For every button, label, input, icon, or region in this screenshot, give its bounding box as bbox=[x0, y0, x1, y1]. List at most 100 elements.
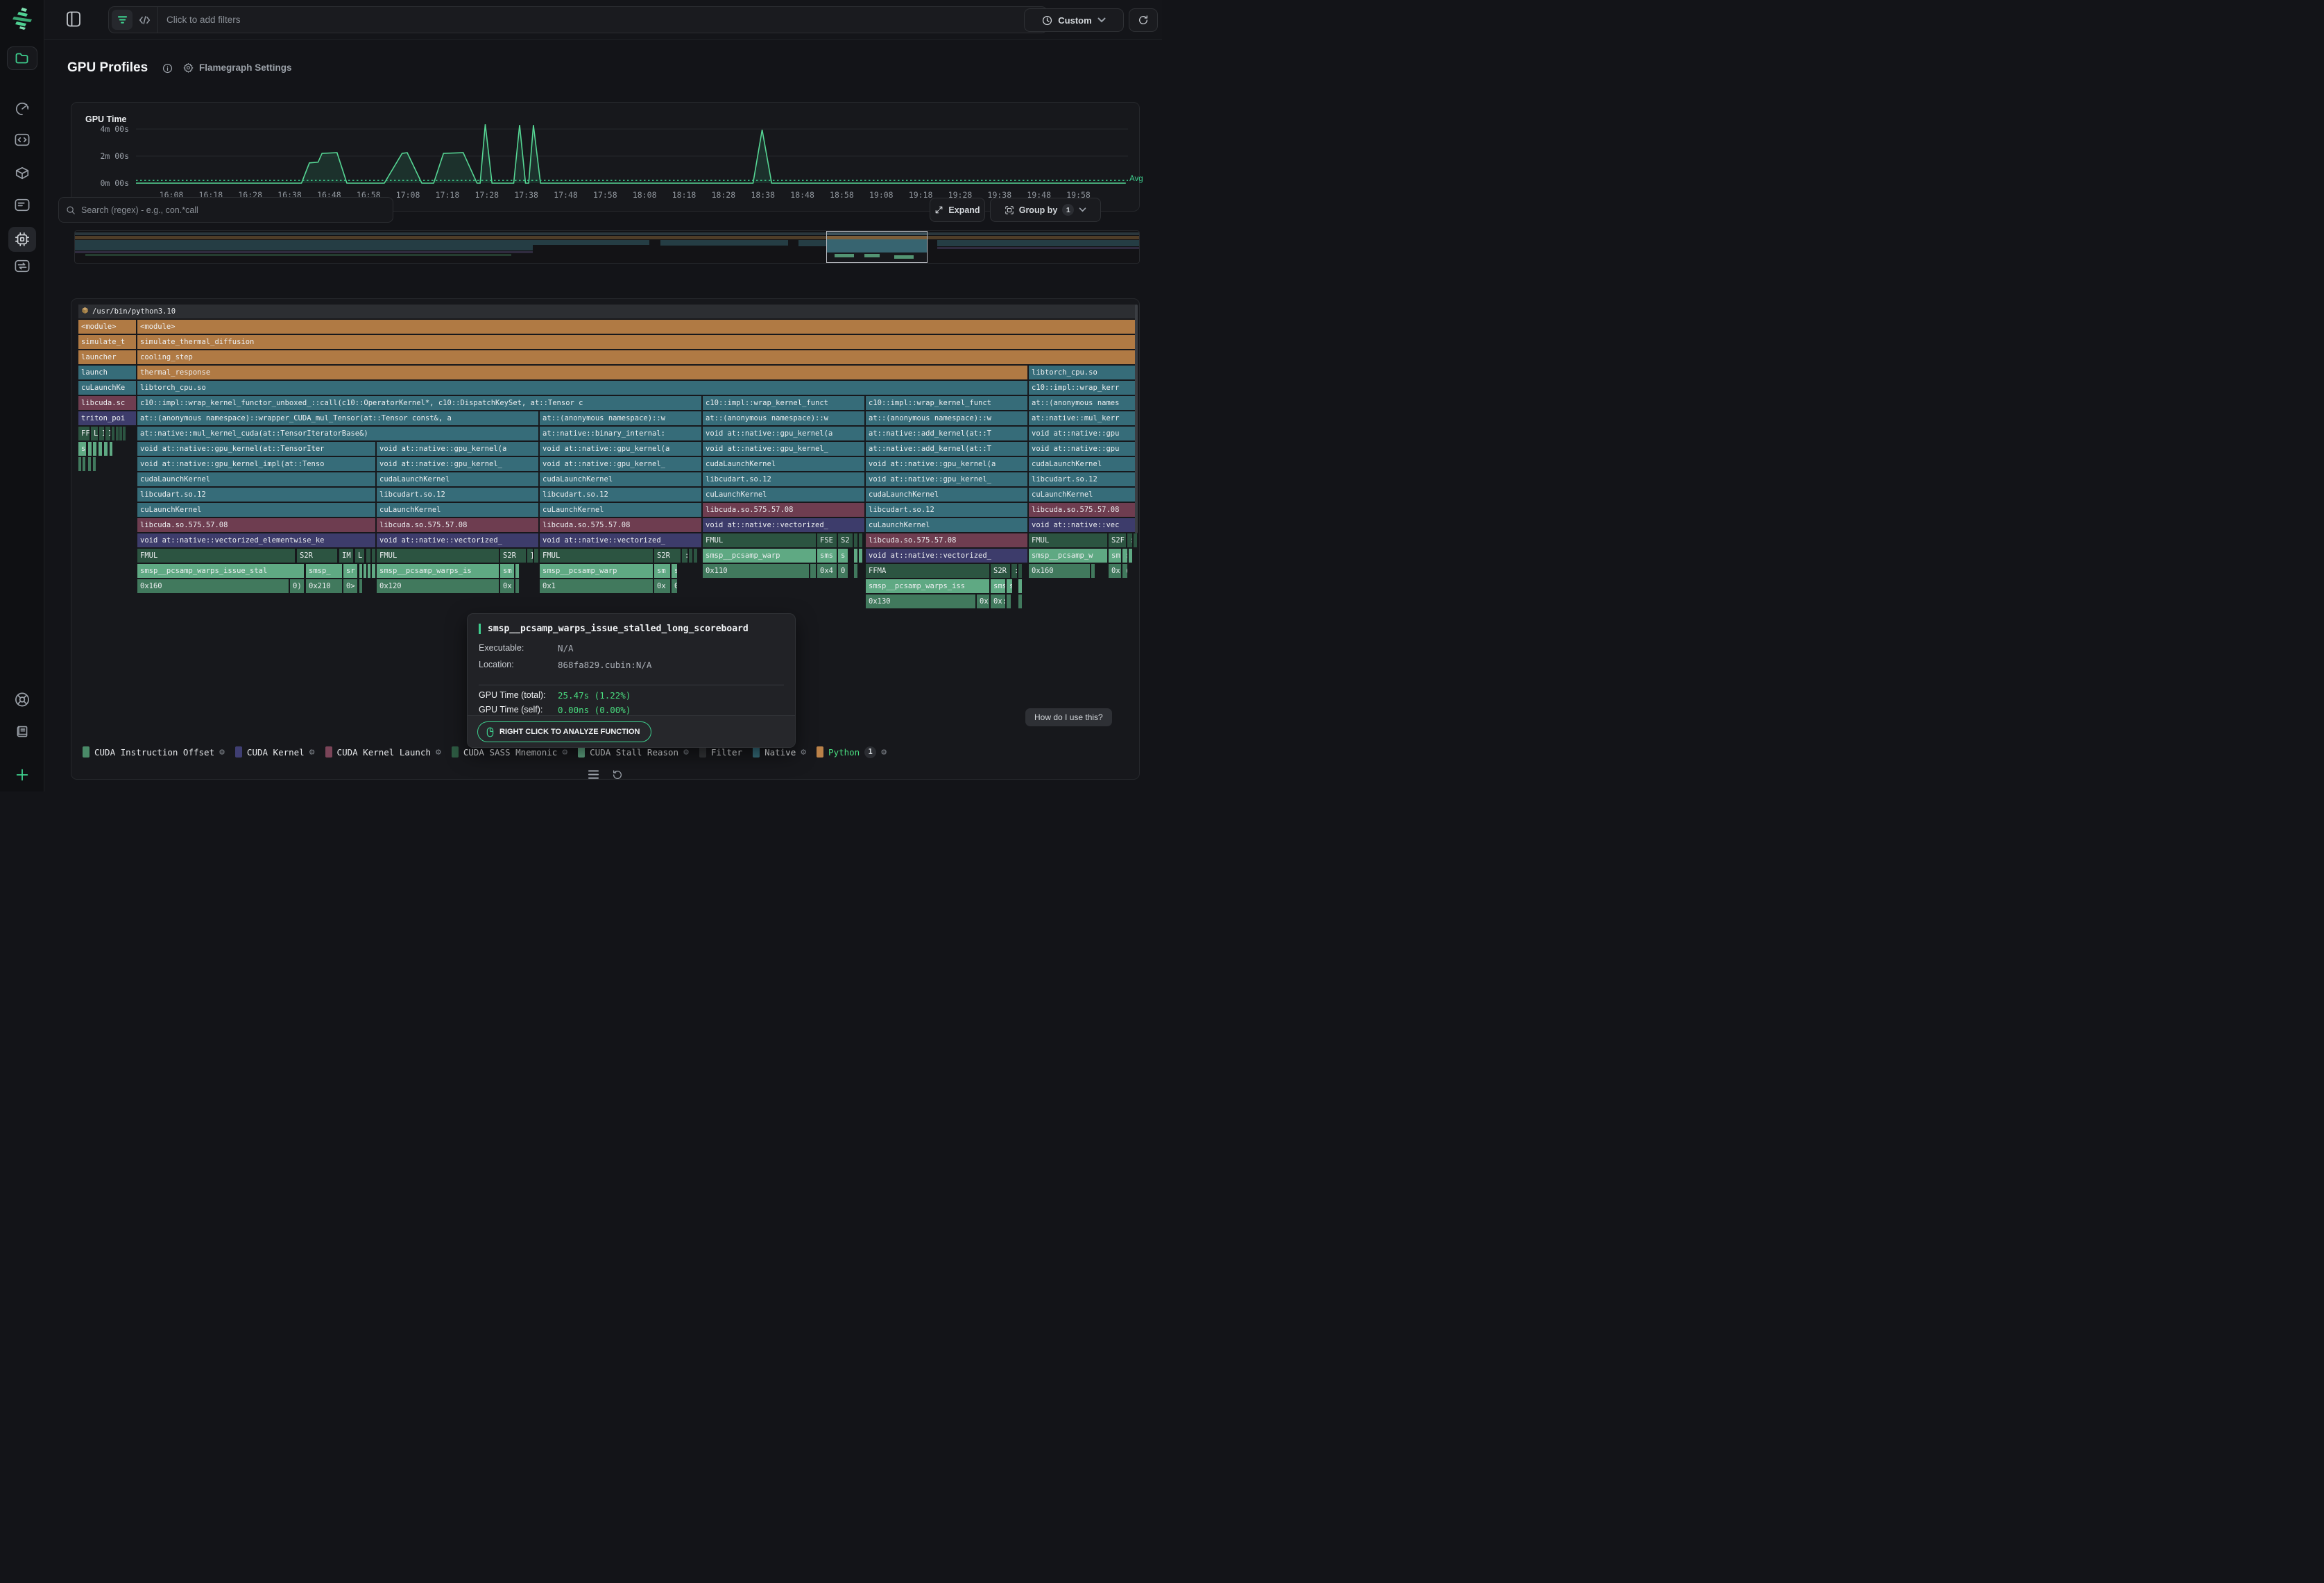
flame-cell[interactable]: IM bbox=[339, 549, 353, 563]
sidebar-item-help[interactable] bbox=[14, 692, 30, 708]
flame-cell[interactable]: libcuda.so.575.57.08 bbox=[866, 533, 1027, 547]
legend-item[interactable]: CUDA Kernel⚙ bbox=[235, 746, 315, 758]
flame-cell[interactable]: FMUL bbox=[377, 549, 499, 563]
legend-gear-icon[interactable]: ⚙ bbox=[683, 747, 689, 758]
expand-button[interactable]: Expand bbox=[930, 198, 985, 222]
flame-cell[interactable]: sm bbox=[500, 564, 514, 578]
flame-cell[interactable] bbox=[694, 549, 697, 563]
flame-cell[interactable]: smsp__pcsamp_warps_is bbox=[377, 564, 499, 578]
flame-cell[interactable]: 0x4 bbox=[817, 564, 837, 578]
flame-cell[interactable]: smsp__pcsamp_warp bbox=[703, 549, 816, 563]
flame-cell[interactable] bbox=[123, 427, 126, 440]
flame-cell[interactable]: L bbox=[91, 427, 98, 440]
flame-cell[interactable]: thermal_response bbox=[137, 366, 1027, 379]
flame-cell[interactable]: libcuda.sc bbox=[78, 396, 136, 410]
flame-cell[interactable]: libcuda.so.575.57.08 bbox=[540, 518, 701, 532]
flame-cell[interactable]: smsp__pcsamp_w bbox=[1029, 549, 1107, 563]
flame-cell[interactable]: libcuda.so.575.57.08 bbox=[377, 518, 538, 532]
legend-item[interactable]: CUDA Kernel Launch⚙ bbox=[325, 746, 441, 758]
flame-cell[interactable]: FSE bbox=[817, 533, 837, 547]
flame-cell[interactable]: S2R bbox=[991, 564, 1010, 578]
flame-cell[interactable]: at::native::mul_kerr bbox=[1029, 411, 1137, 425]
flame-cell[interactable]: cooling_step bbox=[137, 350, 1137, 364]
flame-cell[interactable] bbox=[810, 564, 816, 578]
flame-cell[interactable]: libcudart.so.12 bbox=[377, 488, 538, 502]
flame-cell[interactable] bbox=[83, 457, 85, 471]
flame-cell[interactable]: void at::native::gpu bbox=[1029, 427, 1137, 440]
flame-root-frame[interactable]: /usr/bin/python3.10 bbox=[78, 305, 1137, 318]
flame-cell[interactable] bbox=[859, 533, 862, 547]
groupby-button[interactable]: Group by 1 bbox=[990, 198, 1101, 222]
flame-cell[interactable]: libcudart.so.12 bbox=[137, 488, 375, 502]
flame-cell[interactable] bbox=[78, 457, 81, 471]
flame-cell[interactable]: sms bbox=[991, 579, 1005, 593]
flame-cell[interactable]: void at::native::vectorized_elementwise_… bbox=[137, 533, 375, 547]
flame-cell[interactable]: libcudart.so.12 bbox=[1029, 472, 1137, 486]
app-logo-icon[interactable] bbox=[10, 6, 34, 31]
flame-cell[interactable]: FF bbox=[78, 427, 89, 440]
flame-cell[interactable]: simulate_thermal_diffusion bbox=[137, 335, 1137, 349]
flame-cell[interactable]: at::native::add_kernel(at::T bbox=[866, 427, 1027, 440]
howto-button[interactable]: How do I use this? bbox=[1025, 708, 1112, 726]
flame-cell[interactable] bbox=[1134, 533, 1137, 547]
flame-cell[interactable]: s bbox=[672, 564, 677, 578]
flame-cell[interactable]: sms bbox=[817, 549, 837, 563]
flame-cell[interactable]: void at::native::gpu_kernel_ bbox=[540, 457, 701, 471]
flame-cell[interactable]: FFMA bbox=[866, 564, 989, 578]
flame-cell[interactable]: cuLaunchKernel bbox=[137, 503, 375, 517]
time-range-button[interactable]: Custom bbox=[1024, 8, 1124, 32]
flame-cell[interactable]: at::(anonymous namespace)::w bbox=[703, 411, 864, 425]
flame-cell[interactable]: void at::native::gpu_kernel(a bbox=[703, 427, 864, 440]
flame-cell[interactable]: void at::native::gpu_kernel(a bbox=[866, 457, 1027, 471]
sidebar-item-traces[interactable] bbox=[15, 259, 30, 273]
flame-cell[interactable]: c10::impl::wrap_kernel_funct bbox=[866, 396, 1027, 410]
flame-cell[interactable]: void at::native::vectorized_ bbox=[703, 518, 864, 532]
flame-cell[interactable]: void at::native::vectorized_ bbox=[377, 533, 538, 547]
flame-cell[interactable]: c10::impl::wrap_kernel_funct bbox=[703, 396, 864, 410]
flame-cell[interactable] bbox=[110, 442, 112, 456]
flame-cell[interactable] bbox=[112, 427, 114, 440]
legend-gear-icon[interactable]: ⚙ bbox=[219, 747, 225, 758]
flame-cell[interactable]: <module> bbox=[137, 320, 1137, 334]
flame-cell[interactable]: libcuda.so.575.57.08 bbox=[703, 503, 864, 517]
flame-cell[interactable]: FMUL bbox=[540, 549, 653, 563]
legend-item[interactable]: CUDA Instruction Offset⚙ bbox=[83, 746, 225, 758]
flame-cell[interactable]: s bbox=[838, 549, 848, 563]
flame-cell[interactable]: L bbox=[355, 549, 364, 563]
flame-cell[interactable]: void at::native::gpu bbox=[1029, 442, 1137, 456]
flame-cell[interactable] bbox=[1018, 564, 1022, 578]
flame-cell[interactable] bbox=[359, 564, 362, 578]
sidebar-item-code[interactable] bbox=[15, 133, 30, 146]
flame-cell[interactable]: 0x bbox=[500, 579, 514, 593]
flame-cell[interactable] bbox=[93, 442, 96, 456]
flame-cell[interactable]: sm bbox=[654, 564, 670, 578]
flame-cell[interactable] bbox=[364, 564, 366, 578]
legend-gear-icon[interactable]: ⚙ bbox=[801, 747, 806, 758]
flame-cell[interactable] bbox=[1018, 594, 1022, 608]
flame-cell[interactable] bbox=[104, 442, 108, 456]
flame-cell[interactable]: : bbox=[1122, 549, 1127, 563]
legend-item[interactable]: Python1⚙ bbox=[817, 746, 887, 758]
flame-cell[interactable]: FMUL bbox=[137, 549, 295, 563]
legend-gear-icon[interactable]: ⚙ bbox=[881, 747, 887, 758]
flame-cell[interactable]: ] bbox=[527, 549, 533, 563]
legend-gear-icon[interactable]: ⚙ bbox=[436, 747, 441, 758]
flame-cell[interactable]: smsp__pcsamp_warps_issue_stal bbox=[137, 564, 304, 578]
flame-cell[interactable]: launch bbox=[78, 366, 136, 379]
flame-cell[interactable]: : bbox=[1127, 533, 1132, 547]
filter-bar[interactable]: Click to add filters bbox=[108, 6, 1048, 33]
sidebar-item-docs[interactable] bbox=[15, 724, 29, 739]
flame-cell[interactable]: S2R bbox=[297, 549, 337, 563]
flame-cell[interactable]: triton_poi bbox=[78, 411, 136, 425]
legend-item[interactable]: Filter bbox=[699, 746, 742, 758]
flame-cell[interactable]: libcudart.so.12 bbox=[866, 503, 1027, 517]
sidebar-item-dashboard[interactable] bbox=[15, 101, 30, 117]
flamegraph-search-input[interactable]: Search (regex) - e.g., con.*call bbox=[58, 197, 393, 223]
flame-cell[interactable]: libtorch_cpu.so bbox=[137, 381, 1027, 395]
flame-cell[interactable]: libtorch_cpu.so bbox=[1029, 366, 1137, 379]
flamegraph-settings-button[interactable]: Flamegraph Settings bbox=[183, 62, 292, 73]
legend-gear-icon[interactable]: ⚙ bbox=[309, 747, 315, 758]
flame-cell[interactable] bbox=[534, 549, 538, 563]
flame-cell[interactable] bbox=[1091, 564, 1095, 578]
gpu-time-chart[interactable] bbox=[136, 122, 1128, 189]
